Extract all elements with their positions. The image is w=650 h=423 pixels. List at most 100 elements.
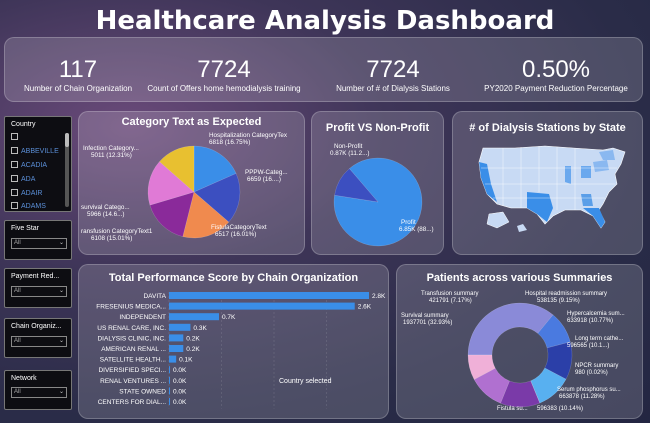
donut-label-hospital-val: 538135 (9.15%) [537,298,580,304]
summaries-slice-3[interactable] [530,367,567,404]
summaries-slice-4[interactable] [530,380,541,404]
bar-value-label-5: 0.2K [186,346,200,353]
bar-10[interactable] [169,398,170,405]
map-state-ny[interactable] [599,150,615,160]
country-scrollbar[interactable] [65,133,69,207]
bar-overlay-text: Country selected [279,378,332,385]
country-item-adams[interactable]: ADAMS [11,202,46,210]
category-slice-2[interactable] [182,191,230,239]
bar-0[interactable] [169,292,369,299]
bar-6[interactable] [169,355,177,363]
checkbox-icon[interactable] [11,161,18,168]
checkbox-icon[interactable] [11,189,18,196]
category-slice-1[interactable] [193,173,241,223]
summaries-slice-1[interactable] [537,314,571,349]
bar-4[interactable] [169,334,184,342]
bar-category-label-8: RENAL VENTURES ... [100,378,166,385]
kpi-chain-org-label: Number of Chain Organization [23,84,133,93]
donut-label-catheter-val: 596565 (10.1...) [567,343,609,349]
category-slice-4[interactable] [147,161,195,206]
cat-label-survival-name: survival Catego... [81,204,130,211]
bar-2[interactable] [169,313,219,321]
chain-org-slicer[interactable]: Chain Organiz... All ⌄ [4,318,72,358]
profit-slice-1[interactable] [334,168,379,203]
map-state-pa[interactable] [593,160,609,172]
bar-value-label-3: 0.3K [193,325,207,332]
country-scroll-thumb[interactable] [65,133,69,147]
five-star-dropdown[interactable]: All ⌄ [11,238,67,249]
chain-org-dropdown[interactable]: All ⌄ [11,336,67,347]
bar-category-label-2: INDEPENDENT [119,314,166,321]
map-state-il[interactable] [565,166,571,184]
country-slicer[interactable]: Country ABBEVILLE ACADIA ADA ADAIR ADAMS [4,116,72,212]
summaries-slice-5[interactable] [500,380,541,408]
donut-label-survival-val: 1937701 (32.93%) [403,320,452,326]
network-slicer[interactable]: Network All ⌄ [4,370,72,410]
bar-value-label-9: 0.0K [173,388,187,395]
category-pie-chart: Hospitalization CategoryTex 6818 (16.75%… [81,132,288,242]
donut-label-fistula-val: 596383 (10.14%) [537,406,583,412]
checkbox-icon[interactable] [11,175,18,182]
map-state-hi[interactable] [517,224,527,232]
checkbox-icon[interactable] [11,133,18,140]
country-item-adair[interactable]: ADAIR [11,189,42,197]
category-slice-5[interactable] [159,145,195,193]
profit-chart-title: Profit VS Non-Profit [325,122,430,134]
summaries-slice-0[interactable] [467,302,554,356]
map-state-oh[interactable] [581,166,591,178]
bar-value-label-2: 0.7K [222,314,236,321]
chevron-down-icon: ⌄ [58,389,64,395]
donut-label-hypercalcemia-name: Hypercalcemia sum... [567,311,625,317]
country-item-select-all[interactable] [11,133,21,141]
five-star-slicer-title: Five Star [11,225,40,232]
profit-label-profit-val: 6.85K (88...) [399,226,434,233]
bar-category-label-5: AMERICAN RENAL ... [101,346,166,353]
five-star-slicer[interactable]: Five Star All ⌄ [4,220,72,260]
map-state-fl[interactable] [583,208,605,228]
bar-1[interactable] [169,302,355,310]
bar-7[interactable] [169,366,170,374]
map-title: # of Dialysis Stations by State [469,122,626,134]
payment-slicer[interactable]: Payment Red... All ⌄ [4,268,72,308]
map-state-ga[interactable] [581,194,593,206]
cat-label-survival-val: 5966 (14.6...) [87,211,124,218]
bar-5[interactable] [169,345,184,352]
country-item-acadia[interactable]: ACADIA [11,161,47,169]
country-item-abbeville[interactable]: ABBEVILLE [11,147,59,155]
network-dropdown[interactable]: All ⌄ [11,387,67,398]
kpi-stations-value: 7724 [366,56,420,83]
chevron-down-icon: ⌄ [58,240,64,246]
chain-org-slicer-title: Chain Organiz... [11,323,62,330]
checkbox-icon[interactable] [11,147,18,154]
cat-label-transfusion-name: ransfusion CategoryText1 [81,228,153,235]
checkbox-icon[interactable] [11,202,18,209]
map-state-ca[interactable] [479,162,497,202]
cat-label-infection-name: Infection Category... [83,145,139,152]
donut-label-fistula-name: Fistula su... [497,406,528,412]
summaries-donut-panel: Patients across various Summaries Transf… [396,264,643,419]
country-item-ada[interactable]: ADA [11,175,35,183]
us-states-map[interactable] [453,112,644,256]
donut-label-survival-name: Survival summary [401,313,449,319]
payment-dropdown[interactable]: All ⌄ [11,286,67,297]
bar-8[interactable] [169,376,170,384]
profit-slice-0[interactable] [333,157,423,247]
bar-chart-title: Total Performance Score by Chain Organiz… [108,272,359,284]
bar-3[interactable] [169,323,191,331]
map-state-ak[interactable] [486,211,510,229]
summaries-slice-7[interactable] [467,354,496,380]
category-slice-0[interactable] [193,145,237,193]
category-slice-3[interactable] [149,191,195,237]
bar-value-label-10: 0.0K [173,399,187,406]
cat-label-hosp-val: 6818 (16.75%) [209,139,250,146]
bar-9[interactable] [169,387,170,395]
bar-value-label-8: 0.0K [173,378,187,385]
chevron-down-icon: ⌄ [58,338,64,344]
bar-category-label-0: DAVITA [143,293,166,300]
map-state-tx[interactable] [527,192,553,222]
summaries-slice-6[interactable] [473,367,510,404]
summaries-slice-2[interactable] [544,341,573,380]
bar-value-label-1: 2.6K [358,304,372,311]
donut-label-transfusion-name: Transfusion summary [421,291,478,297]
bar-value-label-7: 0.0K [173,367,187,374]
